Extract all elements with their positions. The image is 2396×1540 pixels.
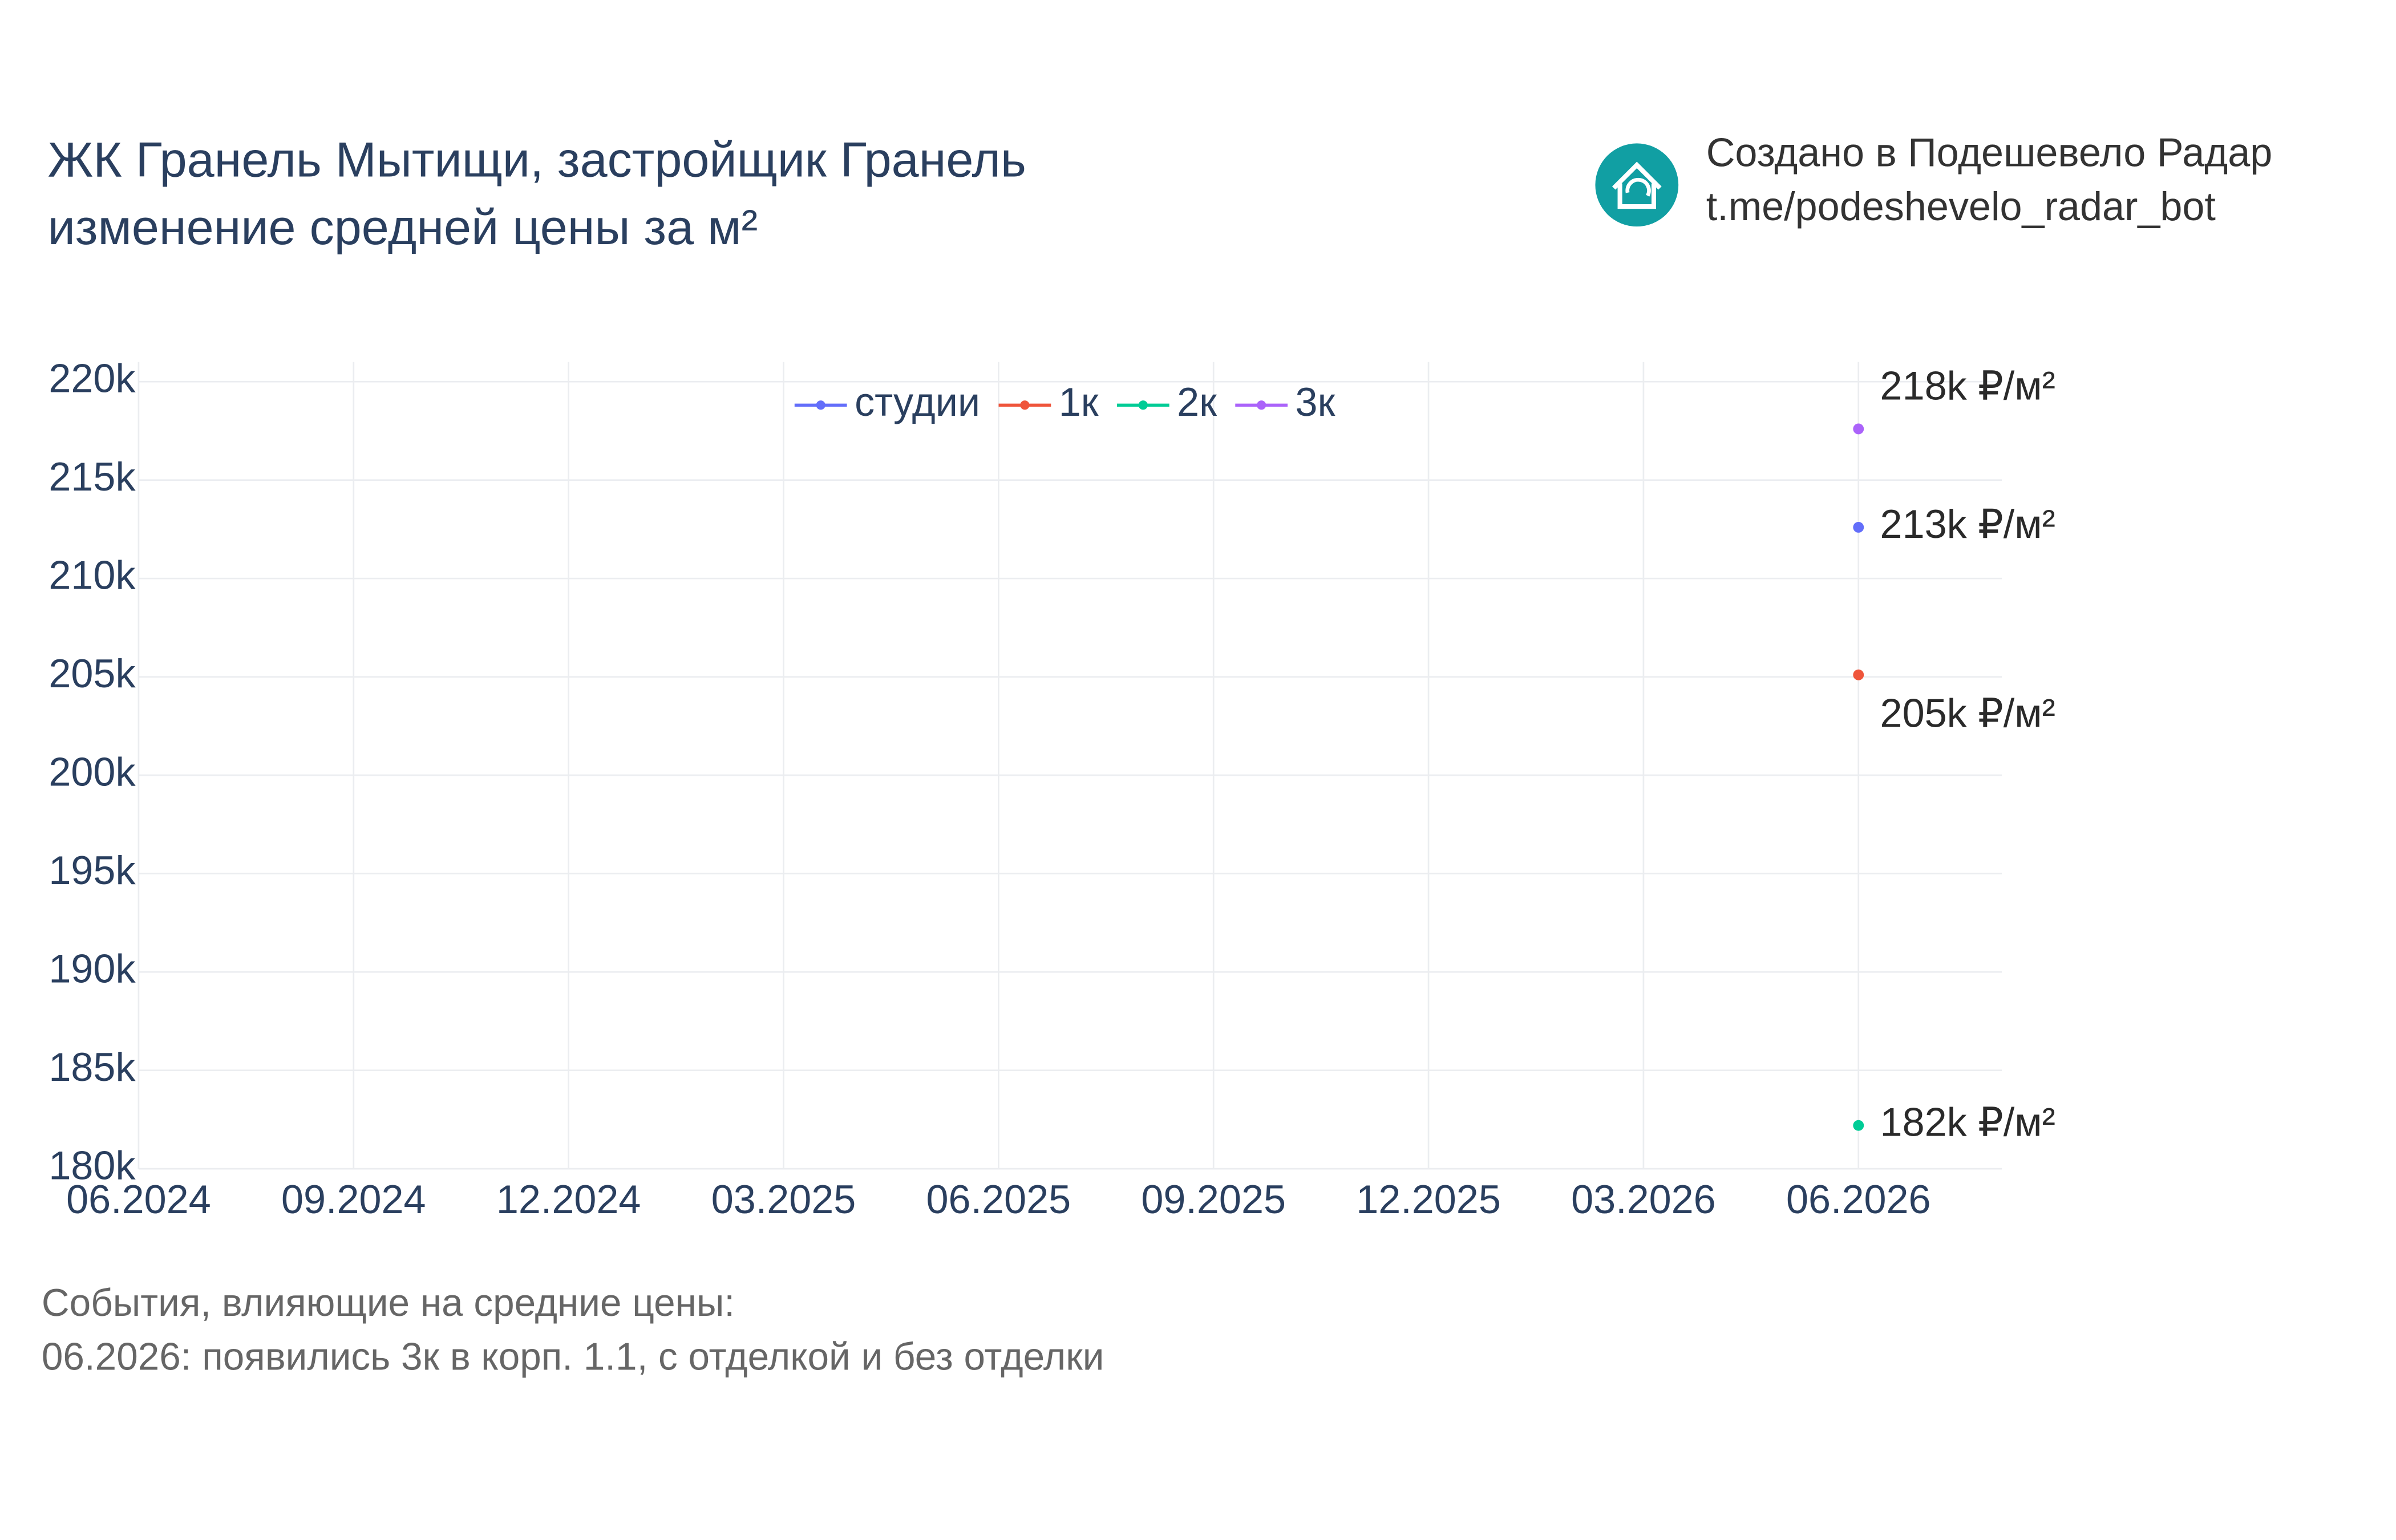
legend-label: 1к [1059,379,1099,424]
events-title: События, влияющие на средние цены: [42,1282,735,1324]
legend-marker [816,400,825,410]
legend-marker [1257,400,1266,410]
x-tick-label: 09.2025 [1141,1177,1286,1222]
x-tick-label: 06.2025 [926,1177,1071,1222]
data-point [1853,1120,1864,1131]
legend-label: 3к [1296,379,1336,424]
x-tick-label: 12.2024 [496,1177,641,1222]
legend-marker [1020,400,1030,410]
data-point [1853,669,1864,680]
x-tick-label: 03.2025 [711,1177,856,1222]
data-label: 205k ₽/м² [1880,691,2055,736]
data-label: 182k ₽/м² [1880,1100,2055,1145]
data-point [1853,522,1864,533]
grid [137,362,2002,1170]
y-tick-label: 180k [48,1143,136,1188]
logo [1595,143,1679,227]
x-tick-label: 06.2026 [1786,1177,1931,1222]
x-tick-label: 09.2024 [281,1177,426,1222]
data-label: 218k ₽/м² [1880,363,2055,408]
data-label: 213k ₽/м² [1880,501,2055,546]
watermark-link: t.me/podeshevelo_radar_bot [1706,184,2216,229]
x-tick-label: 03.2026 [1571,1177,1716,1222]
y-tick-label: 195k [48,848,136,893]
y-tick-label: 215k [48,454,136,499]
x-tick-label: 12.2025 [1356,1177,1501,1222]
y-tick-label: 210k [48,553,136,598]
y-tick-label: 190k [48,946,136,991]
y-tick-label: 200k [48,749,136,795]
data-point [1853,423,1864,435]
legend-label: студии [855,379,980,424]
y-tick-label: 185k [48,1044,136,1089]
x-tick-label: 06.2024 [66,1177,211,1222]
watermark: Создано в Подешевело Радар [1706,130,2273,175]
y-tick-label: 205k [48,651,136,696]
event-item: 06.2026: появились 3к в корп. 1.1, с отд… [42,1336,1104,1379]
legend: студии 1к 2к 3к [794,379,1336,424]
chart-subtitle: изменение средней цены за м² [48,200,758,255]
chart-title: ЖК Гранель Мытищи, застройщик Гранель [48,132,1026,187]
y-tick-label: 220k [48,356,136,401]
legend-marker [1138,400,1148,410]
legend-label: 2к [1177,379,1217,424]
